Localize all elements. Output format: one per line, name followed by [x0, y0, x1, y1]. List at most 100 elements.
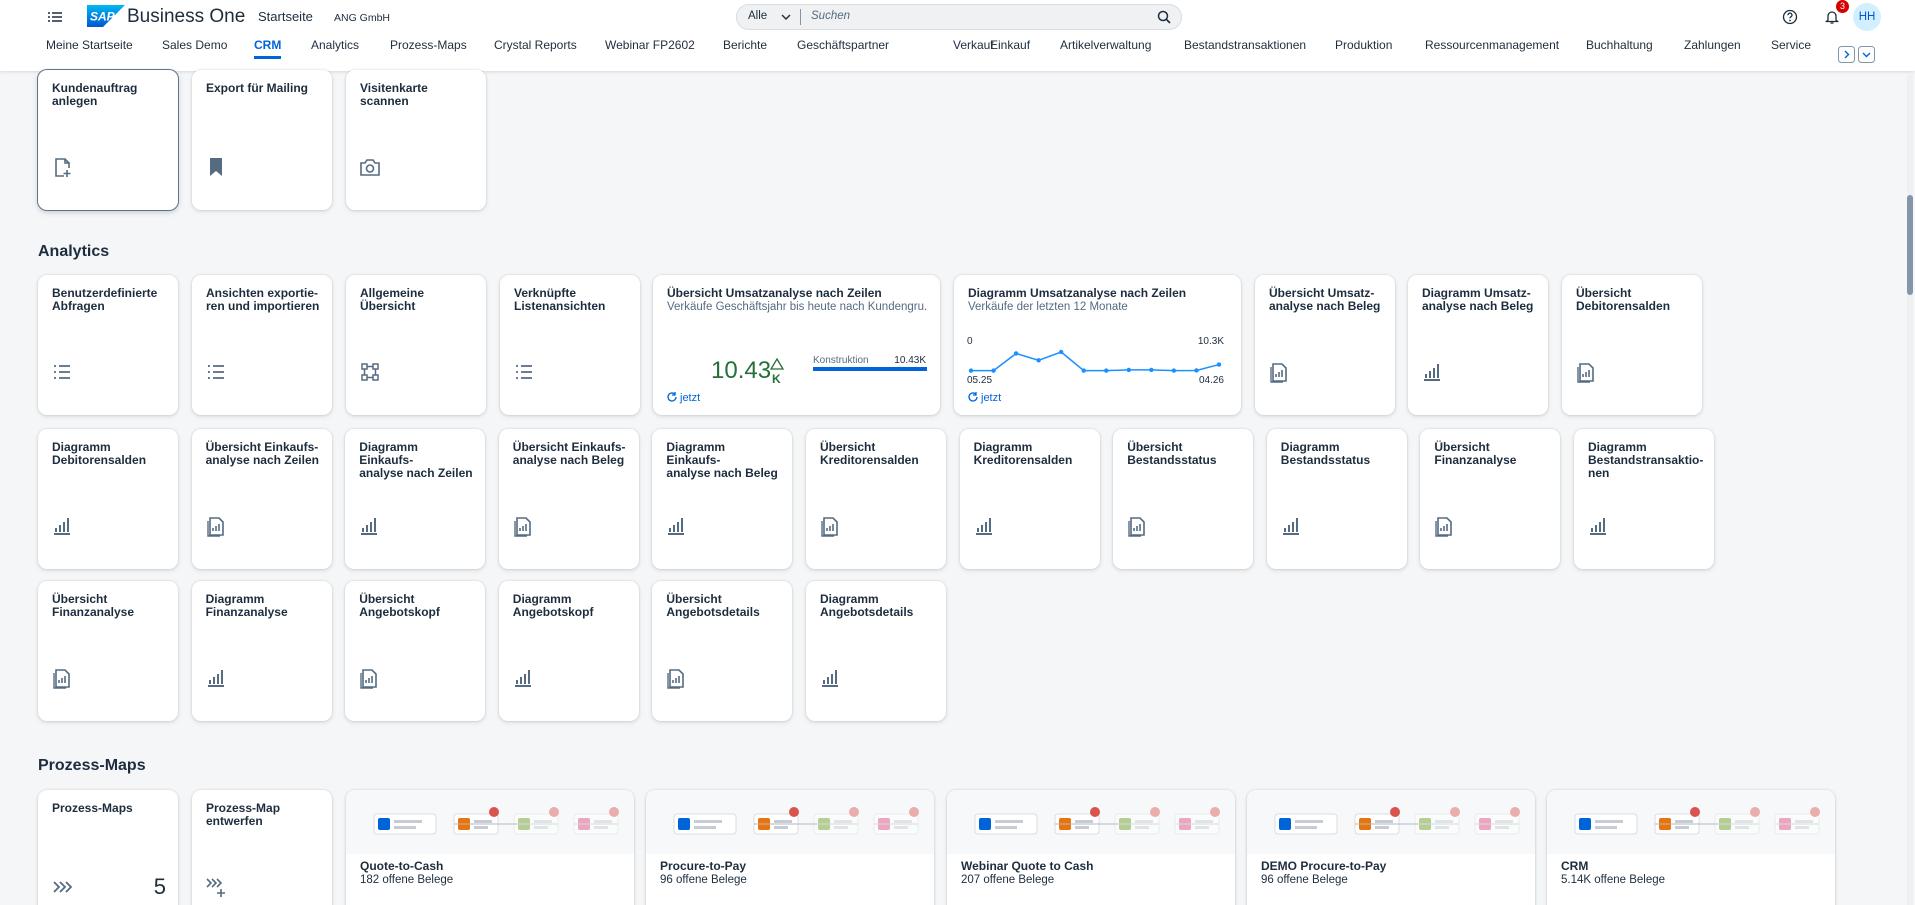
nav-tab[interactable]: Ressourcenmanagement — [1425, 38, 1560, 52]
tile-icon — [668, 518, 685, 535]
node-badge — [1690, 807, 1700, 817]
nav-tab[interactable]: Einkauf — [990, 38, 1031, 52]
tile[interactable]: CRM 5.14K offene Belege — [1547, 790, 1835, 905]
scroll-right[interactable] — [1838, 46, 1855, 63]
tile[interactable]: Prozess-Maps 5 — [38, 790, 178, 905]
nav-tab[interactable]: Analytics — [311, 38, 360, 52]
tile[interactable]: Übersicht Umsatzanalyse nach Zeilen Verkä… — [653, 275, 940, 415]
node-text — [1435, 826, 1449, 829]
scrollbar-thumb[interactable] — [1907, 195, 1913, 295]
icon-path — [1440, 524, 1449, 531]
search-field[interactable]: Alle Suchen — [736, 4, 1182, 30]
nav-tab[interactable]: CRM — [254, 38, 282, 59]
notifications-button[interactable] — [1824, 9, 1840, 25]
tile[interactable]: Übersicht Debitorensalden — [1562, 275, 1702, 415]
tile[interactable]: Übersicht Einkaufs- analyse nach Zeilen — [191, 429, 332, 569]
tile-icon — [975, 518, 992, 535]
node-box — [873, 813, 919, 835]
icon-path — [58, 676, 66, 683]
tile[interactable]: Allgemeine Übersicht — [346, 275, 486, 415]
tile[interactable]: Procure-to-Pay 96 offene Belege — [646, 790, 934, 905]
tile[interactable]: Übersicht Umsatz- analyse nach Beleg — [1255, 275, 1395, 415]
nav-tab[interactable]: Meine Startseite — [46, 38, 133, 52]
tabs-overflow[interactable] — [1858, 46, 1875, 63]
tile[interactable]: Kundenauftrag anlegen — [38, 70, 178, 210]
tile-title: Übersicht Kreditorensalden — [820, 440, 919, 467]
tile[interactable]: Prozess-Map entwerfen — [192, 790, 332, 905]
tile[interactable]: Verknüpfte Listenansichten — [500, 275, 640, 415]
process-preview — [947, 790, 1235, 854]
tile[interactable]: Diagramm Finanzanalyse — [191, 581, 332, 721]
node-icon — [979, 818, 991, 830]
tile[interactable]: Übersicht Finanzanalyse — [1420, 429, 1561, 569]
tile[interactable]: Diagramm Angebotskopf — [498, 581, 639, 721]
tile[interactable]: Webinar Quote to Cash 207 offene Belege — [947, 790, 1235, 905]
process-preview — [1547, 790, 1835, 854]
help-button[interactable] — [1782, 9, 1798, 25]
nav-tab[interactable]: Artikelverwaltung — [1060, 38, 1152, 52]
tile[interactable]: Übersicht Angebotsdetails — [652, 581, 793, 721]
tile[interactable]: Diagramm Angebotsdetails — [806, 581, 946, 721]
tile-icon — [821, 517, 838, 537]
tile[interactable]: Diagramm Bestandstransaktio- nen — [1574, 429, 1714, 569]
icon-path — [55, 669, 70, 688]
node-text — [1375, 820, 1393, 823]
tile[interactable]: Ansichten exportie- ren und importieren — [192, 275, 332, 415]
tile[interactable]: Diagramm Bestandsstatus — [1266, 429, 1407, 569]
sap-logo[interactable]: SAP — [87, 5, 125, 27]
tile-title: Procure-to-Pay — [660, 859, 747, 873]
nav-tab[interactable]: Webinar FP2602 — [605, 38, 695, 52]
node-text — [995, 826, 1017, 829]
nav-tab[interactable]: Sales Demo — [162, 38, 228, 52]
tile[interactable]: Übersicht Einkaufs- analyse nach Beleg — [498, 429, 639, 569]
nav-tab[interactable]: Bestandstransaktionen — [1184, 38, 1307, 52]
tile[interactable]: Diagramm Debitorensalden — [38, 429, 178, 569]
nav-tab[interactable]: Berichte — [723, 38, 768, 52]
tile-subtitle: Verkäufe Geschäftsjahr bis heute nach Ku… — [667, 301, 928, 313]
nav-tab[interactable]: Prozess-Maps — [390, 38, 467, 52]
tile[interactable]: Diagramm Kreditorensalden — [959, 429, 1100, 569]
tile[interactable]: Benutzerdefinierte Abfragen — [38, 275, 178, 415]
tile[interactable]: Übersicht Angebotskopf — [345, 581, 486, 721]
node-text — [1495, 826, 1509, 829]
tile[interactable]: Diagramm Einkaufs- analyse nach Zeilen — [345, 429, 486, 569]
tile[interactable]: Export für Mailing — [192, 70, 332, 210]
nav-tab[interactable]: Buchhaltung — [1586, 38, 1653, 52]
nav-tab[interactable]: Geschäftspartner — [797, 38, 890, 52]
nav-tab[interactable]: Crystal Reports — [494, 38, 577, 52]
process-preview — [346, 790, 634, 854]
node-icon — [1579, 818, 1591, 830]
preview-node — [1274, 813, 1338, 835]
tile[interactable]: Übersicht Bestandsstatus — [1113, 429, 1254, 569]
node-icon — [1279, 818, 1291, 830]
tile[interactable]: Übersicht Finanzanalyse — [38, 581, 178, 721]
preview-node — [1654, 807, 1718, 835]
icon-path — [361, 518, 378, 535]
point — [1081, 368, 1086, 373]
search-icon[interactable] — [1157, 10, 1171, 24]
tile[interactable]: DEMO Procure-to-Pay 96 offene Belege — [1247, 790, 1535, 905]
tile[interactable]: Diagramm Einkaufs- analyse nach Beleg — [652, 429, 793, 569]
user-avatar[interactable]: HH — [1853, 3, 1881, 31]
page-title: Startseite — [258, 9, 313, 24]
nav-tab[interactable]: Zahlungen — [1684, 38, 1741, 52]
preview-node — [373, 813, 437, 835]
node-text — [1195, 826, 1209, 829]
preview-node — [813, 807, 859, 835]
tile-icon — [514, 517, 531, 537]
tile[interactable]: Diagramm Umsatz- analyse nach Beleg — [1408, 275, 1548, 415]
tile-title: Webinar Quote to Cash — [961, 859, 1094, 873]
nav-tab[interactable]: Verkauf — [953, 38, 994, 52]
tile-title: Diagramm Kreditorensalden — [973, 440, 1073, 467]
icon-path — [360, 673, 374, 689]
tile[interactable]: Quote-to-Cash 182 offene Belege — [346, 790, 634, 905]
nav-tab[interactable]: Produktion — [1335, 38, 1393, 52]
tile-title: Übersicht Angebotsdetails — [666, 592, 760, 619]
menu-button[interactable] — [46, 9, 64, 25]
tile[interactable]: Visitenkarte scannen — [346, 70, 486, 210]
tile-title: DEMO Procure-to-Pay — [1261, 859, 1387, 873]
tile[interactable]: Diagramm Umsatzanalyse nach Zeilen Verkäu… — [954, 275, 1241, 415]
search-scope[interactable]: Alle — [748, 10, 768, 22]
tile[interactable]: Übersicht Kreditorensalden — [806, 429, 946, 569]
nav-tab[interactable]: Service — [1771, 38, 1812, 52]
